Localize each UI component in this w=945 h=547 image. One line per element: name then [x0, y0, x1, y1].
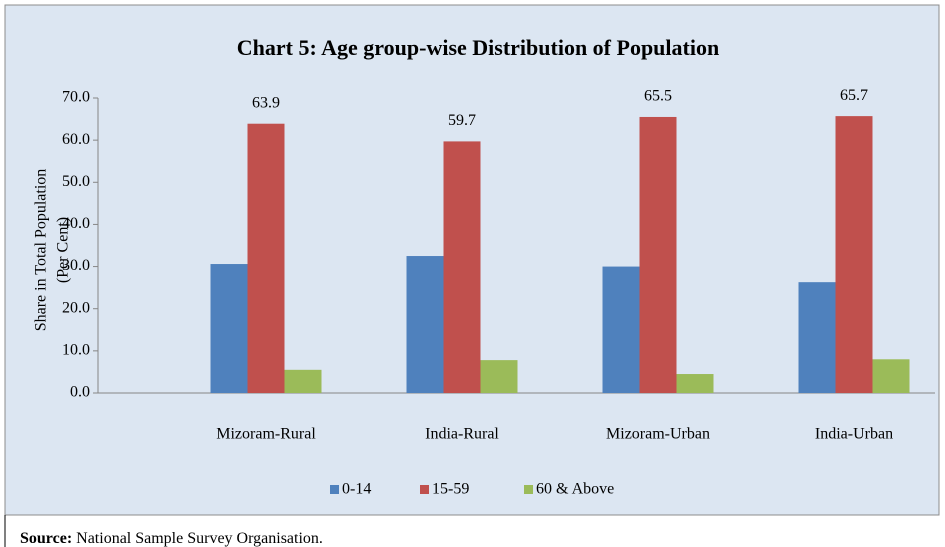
y-tick-label: 70.0: [62, 89, 90, 106]
bar: [639, 116, 677, 393]
data-label: 65.5: [644, 88, 672, 105]
bar: [284, 369, 322, 393]
bar: [247, 123, 285, 393]
legend-swatch: [330, 485, 339, 494]
y-axis-label: (Per Cent): [55, 217, 72, 283]
x-tick-label: Mizoram-Rural: [216, 426, 316, 443]
y-tick-label: 30.0: [62, 257, 90, 274]
bar: [872, 359, 910, 393]
y-tick-label: 10.0: [62, 342, 90, 359]
legend-swatch: [420, 485, 429, 494]
bar: [210, 264, 248, 393]
y-axis-label: Share in Total Population: [33, 169, 50, 332]
x-tick-label: India-Urban: [815, 426, 893, 443]
bar: [406, 256, 444, 393]
bar: [798, 282, 836, 393]
y-tick-label: 60.0: [62, 131, 90, 148]
x-tick-label: India-Rural: [425, 426, 499, 443]
bar: [602, 266, 640, 393]
y-tick-label: 50.0: [62, 173, 90, 190]
source-text: National Sample Survey Organisation.: [76, 530, 323, 547]
y-tick-label: 20.0: [62, 299, 90, 316]
legend-label: 15-59: [432, 481, 469, 498]
bar: [480, 360, 518, 393]
legend-label: 0-14: [342, 481, 371, 498]
x-tick-label: Mizoram-Urban: [606, 426, 710, 443]
bar: [676, 374, 714, 393]
legend-swatch: [524, 485, 533, 494]
legend-label: 60 & Above: [536, 481, 614, 498]
chart-title: Chart 5: Age group-wise Distribution of …: [237, 35, 719, 60]
data-label: 63.9: [252, 94, 280, 111]
bar: [443, 141, 481, 393]
y-tick-label: 40.0: [62, 215, 90, 232]
data-label: 59.7: [448, 112, 476, 129]
source: Source: National Sample Survey Organisat…: [20, 530, 323, 547]
y-tick-label: 0.0: [70, 384, 90, 401]
source-label: Source:: [20, 530, 72, 547]
bar: [835, 116, 873, 393]
data-label: 65.7: [840, 87, 868, 104]
